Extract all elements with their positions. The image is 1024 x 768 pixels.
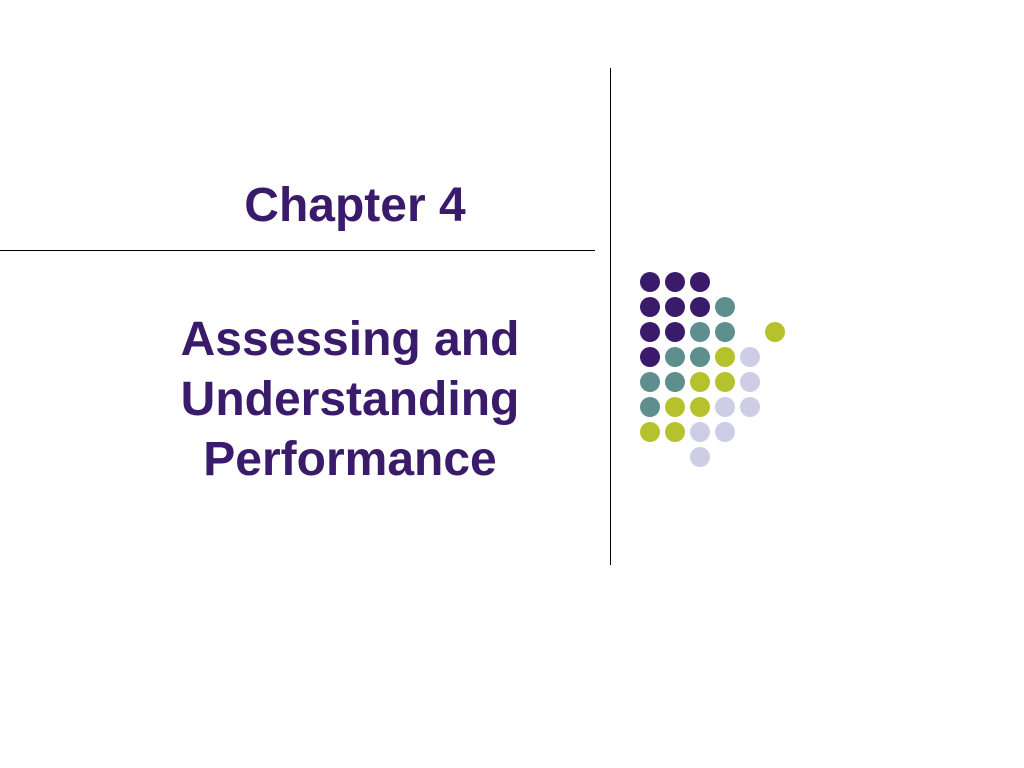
dot <box>665 372 685 392</box>
dot <box>665 272 685 292</box>
decorative-dot-grid <box>640 272 785 472</box>
dot <box>690 322 710 342</box>
dot <box>665 422 685 442</box>
subtitle-line-3: Performance <box>110 430 590 490</box>
dot <box>665 322 685 342</box>
chapter-title: Chapter 4 <box>155 178 555 233</box>
dot <box>640 347 660 367</box>
dot <box>715 422 735 442</box>
subtitle-line-2: Understanding <box>110 370 590 430</box>
dot <box>640 322 660 342</box>
subtitle-line-1: Assessing and <box>110 310 590 370</box>
dot <box>690 422 710 442</box>
slide-subtitle: Assessing and Understanding Performance <box>110 310 590 490</box>
vertical-divider <box>610 68 611 565</box>
dot <box>715 372 735 392</box>
dot <box>740 347 760 367</box>
dot <box>665 347 685 367</box>
dot <box>665 297 685 317</box>
dot <box>640 372 660 392</box>
dot <box>640 272 660 292</box>
dot <box>715 347 735 367</box>
dot <box>740 372 760 392</box>
dot <box>740 397 760 417</box>
dot <box>765 322 785 342</box>
dot <box>715 397 735 417</box>
dot <box>690 372 710 392</box>
dot <box>665 397 685 417</box>
dot <box>690 272 710 292</box>
horizontal-divider <box>0 250 595 251</box>
dot <box>715 322 735 342</box>
dot <box>640 397 660 417</box>
dot <box>640 297 660 317</box>
dot <box>715 297 735 317</box>
dot <box>690 397 710 417</box>
dot <box>690 297 710 317</box>
dot <box>640 422 660 442</box>
dot <box>690 447 710 467</box>
dot <box>690 347 710 367</box>
